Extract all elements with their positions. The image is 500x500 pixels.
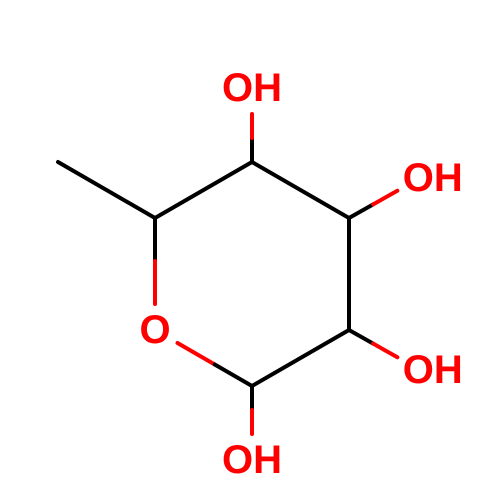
atom-label-O_ring: O xyxy=(139,308,170,352)
atom-label-OH4: OH xyxy=(222,66,282,110)
atom-label-OH2: OH xyxy=(403,348,463,392)
bond xyxy=(215,364,252,386)
bond xyxy=(349,204,373,218)
bond xyxy=(178,343,215,365)
atom-label-OH1: OH xyxy=(222,438,282,482)
bond xyxy=(58,162,155,218)
bond xyxy=(252,330,349,386)
bond xyxy=(349,330,373,344)
bond xyxy=(373,191,397,205)
bond xyxy=(252,162,349,218)
bond xyxy=(155,162,252,218)
molecule-diagram: O OH OH OH OH xyxy=(0,0,500,500)
bond xyxy=(373,344,397,358)
atom-label-OH3: OH xyxy=(403,156,463,200)
